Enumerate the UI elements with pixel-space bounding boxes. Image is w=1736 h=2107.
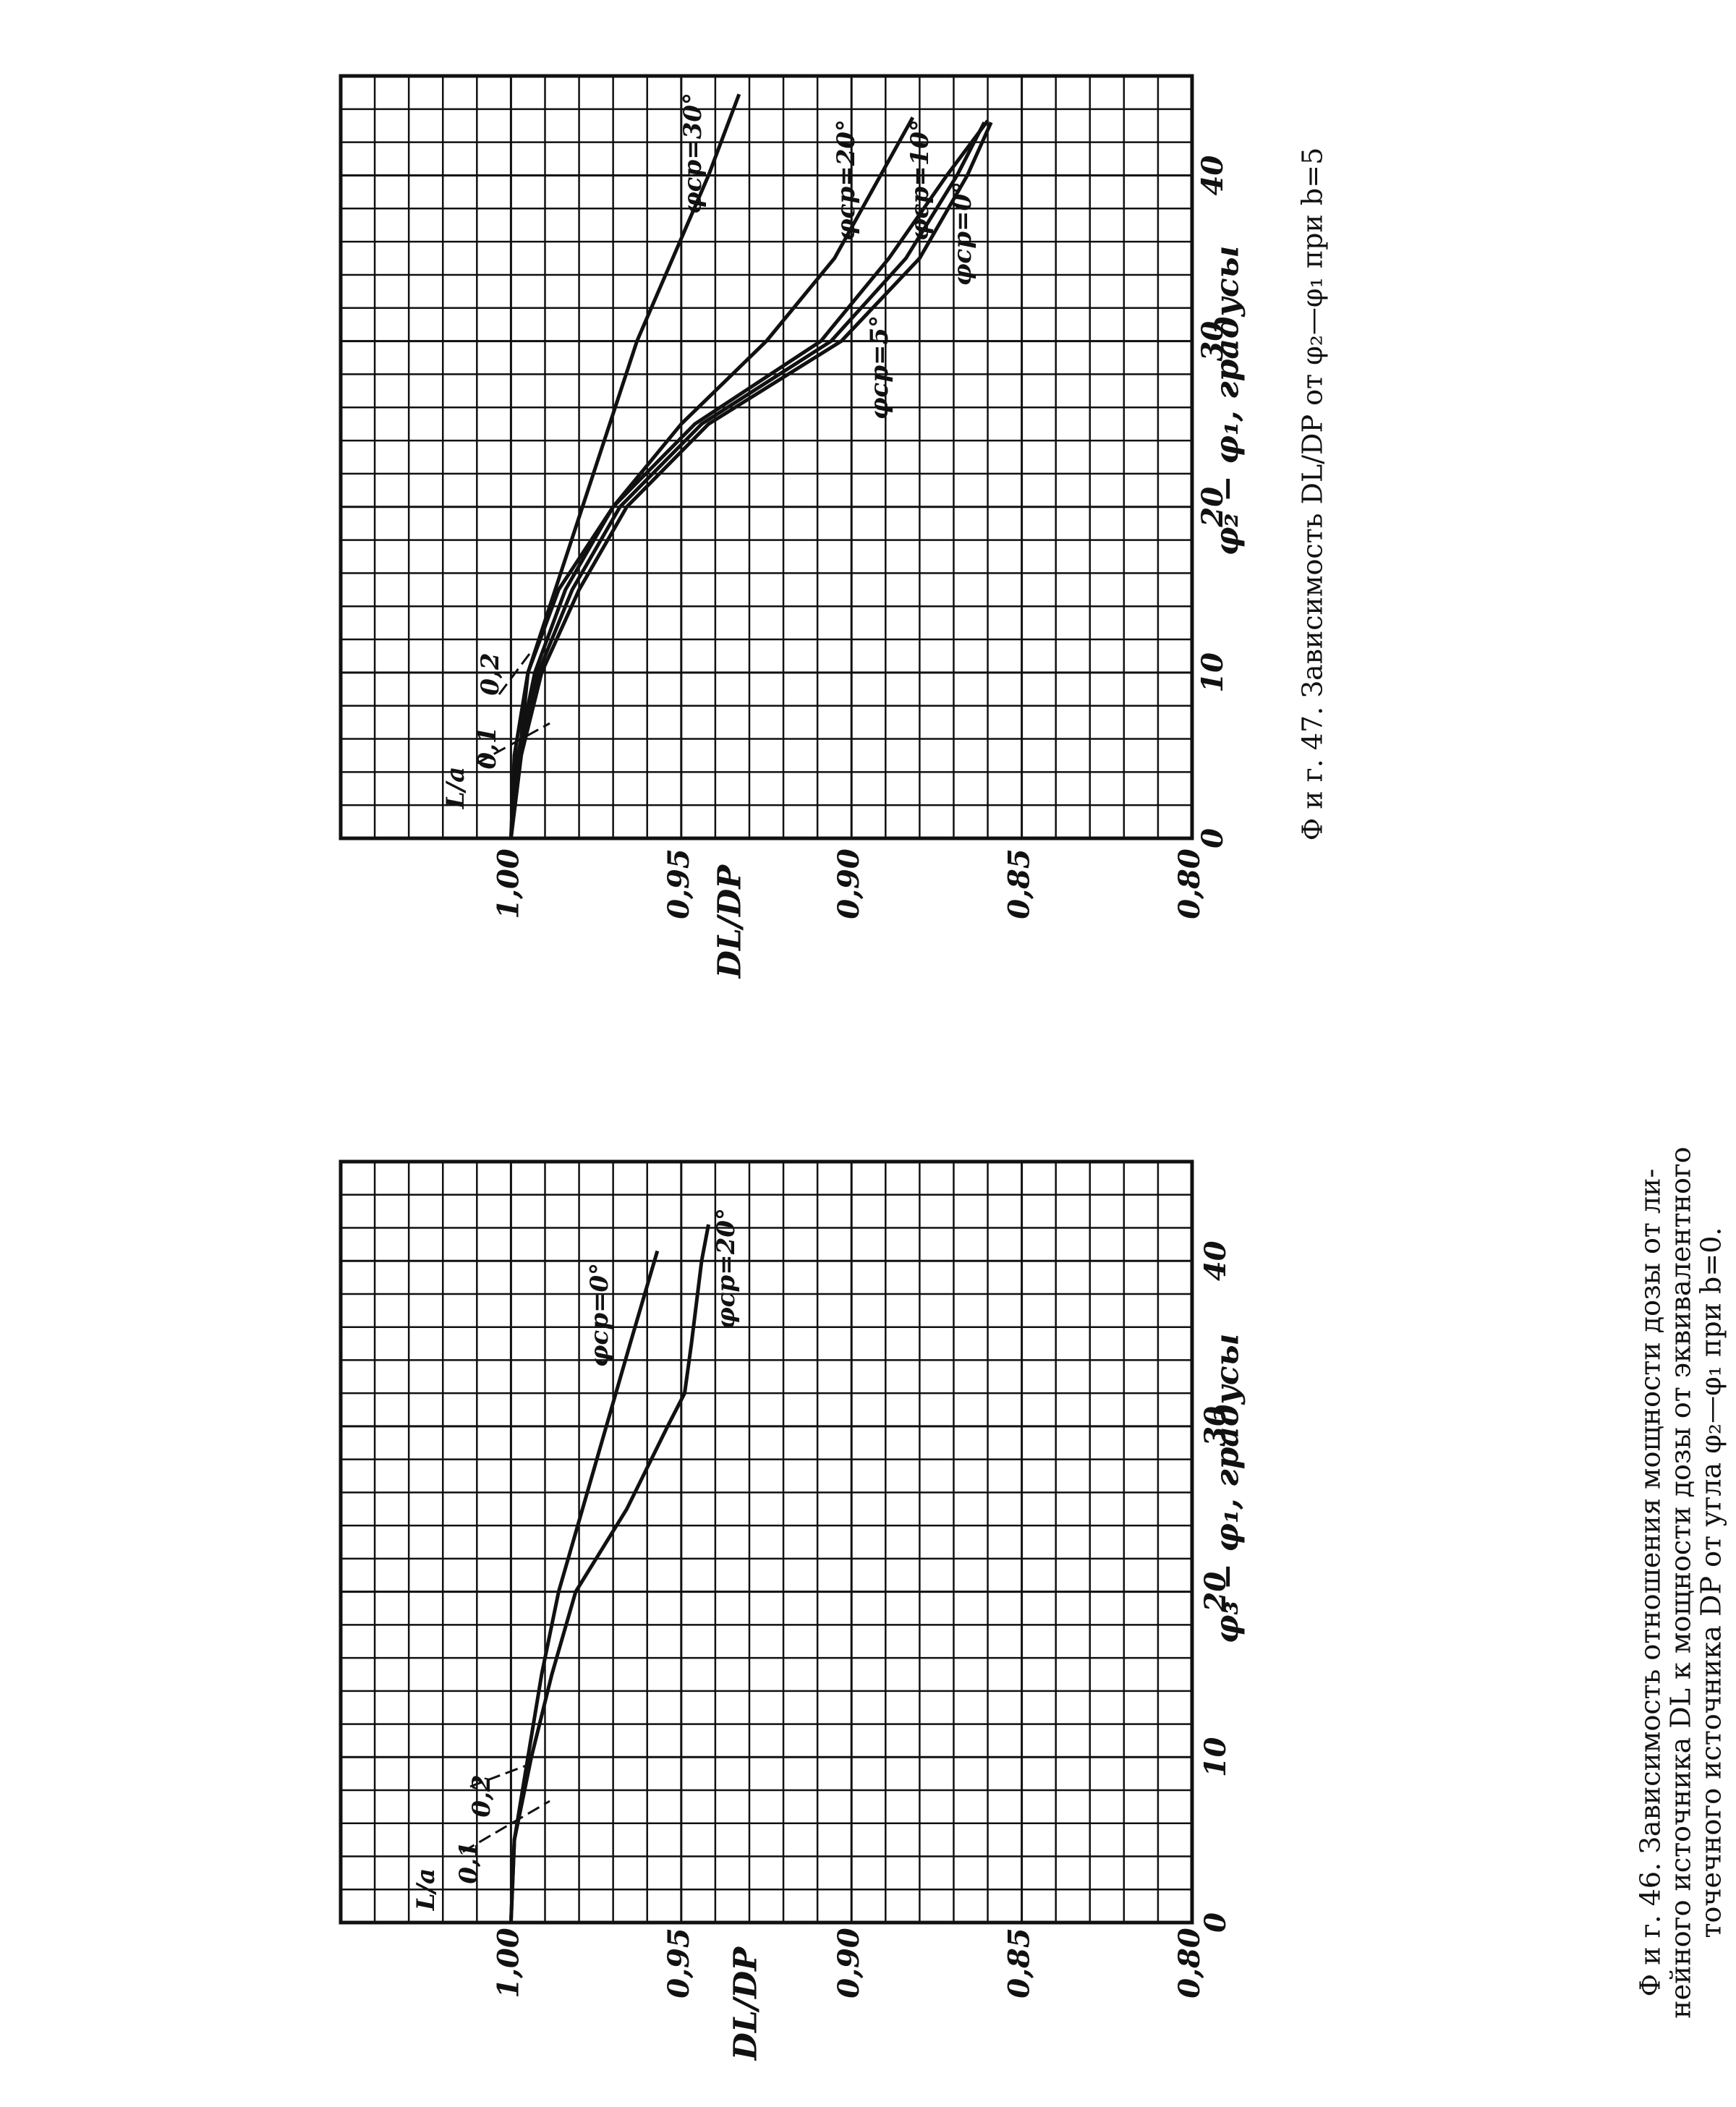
series-label: φср=0° (585, 1263, 614, 1367)
caption: Ф и г. 47. Зависимость DL/DP от φ₂—φ₁ пр… (1297, 148, 1329, 841)
y-tick-label: 0,90 (832, 848, 866, 919)
y-tick-label: 1,00 (491, 848, 525, 919)
series-label: φср=5° (865, 315, 894, 420)
annotation-line (462, 1800, 550, 1853)
y-tick-label: 0,85 (1003, 1928, 1037, 1998)
series-label: φср=0° (948, 182, 977, 286)
annotation: L/a (441, 767, 470, 809)
x-tick-label: 0 (1199, 1912, 1233, 1933)
caption: нейного источника DL к мощности дозы от … (1665, 1146, 1697, 2018)
x-tick-label: 30 (1196, 321, 1230, 362)
y-axis-label: DL/DP (712, 864, 749, 979)
annotation-line (498, 650, 533, 695)
x-tick-label: 0 (1196, 828, 1230, 848)
y-tick-label: 0,80 (1173, 1928, 1207, 1999)
annotation: 0,2 (476, 652, 505, 695)
x-tick-label: 40 (1199, 1240, 1233, 1281)
x-tick-label: 20 (1199, 1572, 1233, 1613)
y-tick-label: 0,90 (832, 1928, 866, 1999)
x-tick-label: 20 (1196, 487, 1230, 528)
annotation-line (477, 722, 550, 765)
series-line (509, 119, 990, 839)
caption: Ф и г. 46. Зависимость отношения мощност… (1635, 1169, 1667, 1997)
x-tick-label: 10 (1196, 652, 1230, 693)
series-line (509, 122, 993, 839)
caption: точечного источника DP от угла φ₂—φ₁ при… (1695, 1227, 1727, 1938)
x-axis-label: φ₃ − φ₁, градусы (1209, 1334, 1246, 1644)
x-tick-label: 40 (1196, 155, 1230, 195)
annotation-line (469, 1763, 529, 1788)
series-line (509, 1250, 660, 1923)
annotation: L/a (412, 1868, 441, 1911)
y-tick-label: 0,95 (662, 848, 696, 919)
series-label: φср=20° (712, 1208, 741, 1329)
x-tick-label: 10 (1199, 1737, 1233, 1777)
series-label: φср=10° (906, 119, 935, 241)
y-axis-label: DL/DP (728, 1946, 765, 2061)
y-tick-label: 1,00 (491, 1928, 525, 1999)
y-tick-label: 0,95 (662, 1928, 696, 1998)
x-axis-label: φ₂ − φ₁, градусы (1209, 246, 1246, 556)
x-tick-label: 30 (1199, 1406, 1233, 1447)
plot-frame (339, 74, 1194, 840)
series-label: φср=30° (678, 93, 707, 214)
y-tick-label: 0,85 (1003, 848, 1037, 919)
series-line (509, 1224, 710, 1923)
y-tick-label: 0,80 (1173, 848, 1207, 919)
annotation: 0,2 (467, 1774, 496, 1817)
series-label: φср=20° (832, 119, 861, 241)
